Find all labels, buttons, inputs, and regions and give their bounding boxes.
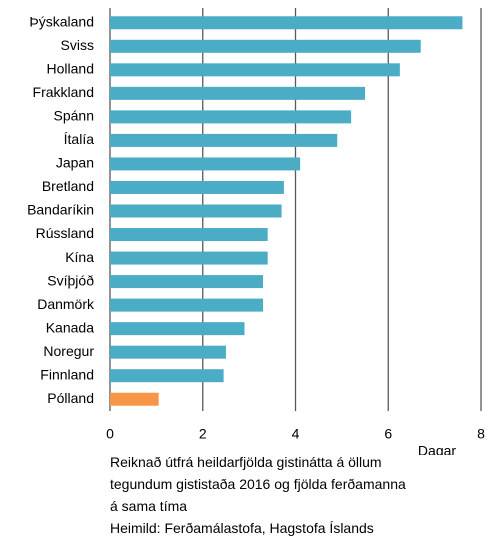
y-tick-label: Bandaríkin: [27, 202, 94, 218]
y-tick-label: Bretland: [42, 178, 94, 194]
y-tick-label: Rússland: [36, 225, 94, 241]
y-tick-label: Holland: [47, 61, 94, 77]
bar: [110, 110, 352, 124]
note: Reiknað útfrá heildarfjölda gistinátta á…: [110, 454, 406, 514]
y-tick-label: Svíþjóð: [47, 272, 94, 288]
bar: [110, 157, 301, 171]
y-tick-label: Kína: [65, 249, 94, 265]
x-tick-label: 2: [199, 426, 207, 442]
y-tick-label: Sviss: [61, 37, 94, 53]
x-tick-label: 4: [292, 426, 300, 442]
bar: [110, 180, 284, 194]
y-tick-label: Japan: [56, 155, 94, 171]
bar: [110, 16, 463, 30]
y-tick-label: Finnland: [40, 366, 94, 382]
bar: [110, 392, 159, 406]
x-tick-label: 8: [477, 426, 485, 442]
bar: [110, 204, 282, 218]
x-tick-label: 6: [384, 426, 392, 442]
bar: [110, 275, 264, 289]
bar: [110, 133, 338, 147]
bar: [110, 345, 226, 359]
x-axis-label: Dagar: [418, 443, 456, 455]
y-tick-label: Spánn: [54, 108, 94, 124]
bar: [110, 251, 268, 265]
x-tick-label: 0: [106, 426, 114, 442]
y-tick-label: Frakkland: [33, 84, 94, 100]
y-tick-label: Noregur: [43, 343, 94, 359]
y-tick-label: Ítalía: [64, 131, 95, 147]
bar: [110, 86, 366, 100]
y-tick-label: Pólland: [47, 390, 94, 406]
y-tick-label: Þýskaland: [29, 13, 94, 29]
bar: [110, 298, 264, 312]
y-tick-label: Danmörk: [37, 296, 95, 312]
bar: [110, 322, 245, 336]
source: Heimild: Ferðamálastofa, Hagstofa Ísland…: [110, 520, 374, 536]
chart: Dagar 0 2 4 6 8 Þýskaland Sviss Holland Frakklan…: [27, 8, 485, 455]
bar: [110, 63, 400, 77]
bar: [110, 369, 224, 383]
y-tick-label: Kanada: [46, 319, 94, 335]
bar: [110, 228, 268, 242]
bar: [110, 39, 421, 53]
